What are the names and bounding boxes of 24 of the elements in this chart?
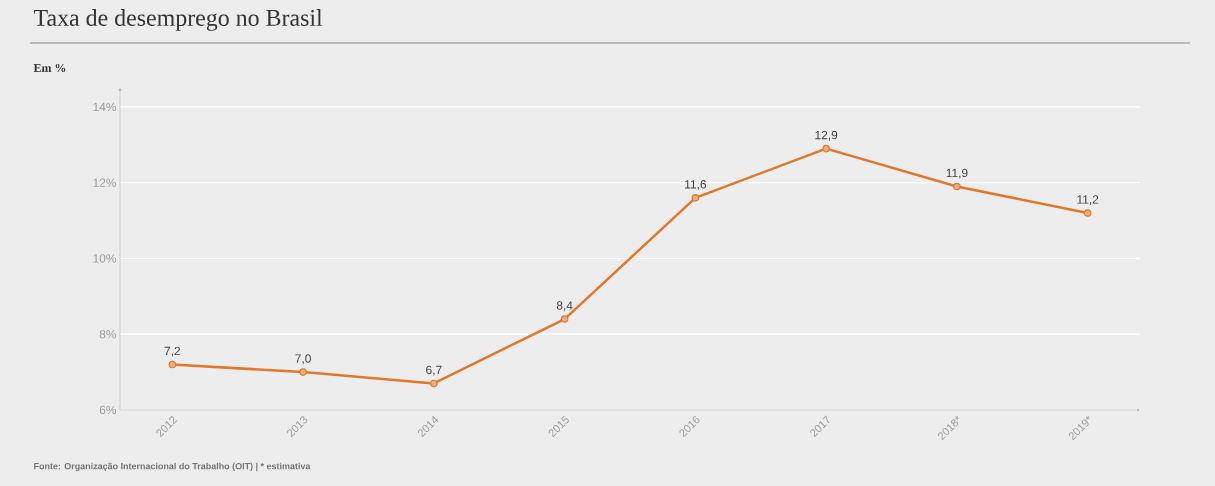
y-tick-label: 14% — [93, 102, 117, 112]
y-tick-label: 8% — [99, 329, 117, 339]
y-tick-label: 10% — [93, 254, 117, 263]
source-note: Fonte: Organização Internacional do Trabalho (OIT) | * estimativa — [34, 462, 311, 472]
point — [560, 315, 569, 323]
y-tick-label: 12% — [93, 178, 117, 187]
data-label: 11,2 — [1077, 195, 1099, 206]
y-axis-title: Em % — [33, 63, 66, 73]
data-label: 8,4 — [556, 301, 573, 312]
point — [168, 360, 177, 369]
data-label: 7,0 — [295, 354, 311, 365]
point — [691, 194, 700, 202]
data-label: 12,9 — [815, 130, 838, 141]
data-label: 11,9 — [946, 168, 968, 179]
data-label: 11,6 — [685, 180, 707, 190]
data-label: 7,2 — [164, 346, 181, 357]
point — [822, 144, 830, 153]
point — [299, 368, 307, 376]
point — [430, 379, 438, 388]
data-label: 6,7 — [426, 365, 442, 376]
point — [1083, 209, 1092, 217]
chart-title: Taxa de desemprego no Brasil — [33, 9, 323, 31]
y-tick-label: 6% — [99, 405, 117, 415]
point — [953, 182, 961, 191]
